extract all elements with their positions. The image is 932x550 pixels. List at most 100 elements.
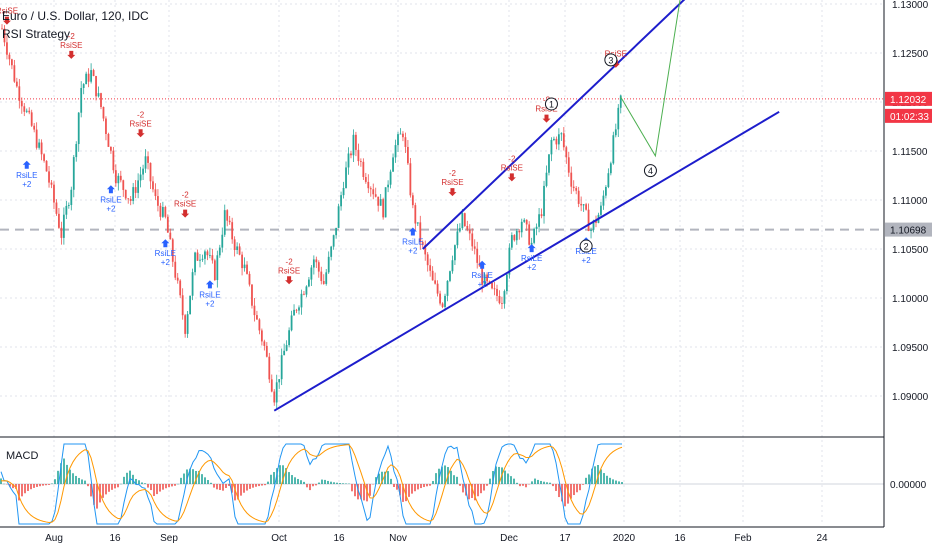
macd-histogram-bar — [588, 474, 590, 484]
macd-histogram-bar — [174, 484, 176, 486]
macd-histogram-bar — [297, 478, 299, 484]
candle-body — [233, 239, 236, 250]
candle-body — [263, 341, 266, 346]
macd-histogram-bar — [426, 484, 428, 487]
candle-body — [305, 286, 308, 295]
candle-body — [100, 93, 102, 107]
macd-histogram-bar — [54, 479, 56, 484]
macd-histogram-bar — [474, 484, 476, 501]
candle-body — [419, 222, 422, 243]
candle-body — [585, 204, 587, 210]
macd-histogram-bar — [510, 476, 512, 484]
x-tick-label: Feb — [734, 533, 752, 544]
signal-count: -2 — [449, 169, 457, 178]
x-tick-label: 2020 — [613, 533, 636, 544]
candle-body — [577, 190, 580, 204]
macd-label: MACD — [6, 450, 39, 462]
candle-body — [543, 185, 545, 217]
macd-histogram-bar — [531, 481, 533, 484]
candle-body — [382, 199, 385, 218]
x-tick-label: 17 — [559, 533, 571, 544]
candle-body — [161, 207, 164, 217]
candle-body — [327, 256, 330, 273]
macd-histogram-bar — [69, 469, 71, 484]
candle-body — [411, 195, 414, 206]
macd-histogram-bar — [264, 484, 266, 486]
candle-body — [486, 274, 488, 282]
candle-body — [134, 187, 137, 193]
macd-histogram-bar — [393, 484, 395, 488]
candle-body — [362, 161, 365, 178]
candle-body — [290, 315, 293, 331]
candle-body — [186, 314, 189, 334]
macd-histogram-bar — [231, 484, 233, 493]
candle-body — [407, 146, 409, 164]
candle-body — [236, 246, 239, 250]
candle-body — [265, 345, 268, 357]
macd-histogram-bar — [525, 484, 527, 488]
signal-label: RsiSE — [278, 266, 300, 275]
macd-histogram-bar — [279, 465, 281, 484]
candle-body — [605, 187, 607, 196]
candle-body — [124, 189, 127, 199]
candle-body — [325, 272, 328, 284]
candle-body — [58, 213, 60, 228]
macd-histogram-bar — [150, 484, 152, 491]
candle-body — [496, 288, 498, 296]
macd-histogram-bar — [603, 473, 605, 484]
macd-histogram-bar — [399, 484, 401, 496]
short-arrow-icon — [181, 209, 190, 218]
candle-body — [142, 168, 144, 175]
long-arrow-icon — [205, 280, 214, 289]
candle-body — [11, 59, 13, 66]
macd-histogram-bar — [354, 484, 356, 497]
y-tick-label: 1.10000 — [892, 294, 929, 305]
macd-histogram-bar — [210, 482, 212, 484]
macd-histogram-bar — [429, 484, 431, 486]
macd-histogram-bar — [93, 484, 95, 505]
candle-body — [431, 270, 434, 281]
macd-histogram-bar — [300, 480, 302, 484]
macd-histogram-bar — [555, 484, 557, 491]
candle-body — [258, 319, 261, 331]
candle-body — [523, 219, 526, 222]
macd-histogram-bar — [366, 484, 368, 502]
short-arrow-icon — [542, 114, 551, 123]
candle-body — [421, 242, 424, 245]
macd-histogram-bar — [489, 478, 491, 484]
macd-histogram-bar — [294, 477, 296, 484]
macd-histogram-bar — [558, 484, 560, 498]
candle-body — [33, 125, 36, 130]
candle-body — [241, 254, 243, 269]
macd-histogram-bar — [159, 484, 161, 492]
candle-body — [191, 272, 194, 296]
macd-histogram-bar — [408, 484, 410, 497]
macd-histogram-bar — [75, 475, 77, 484]
macd-histogram-bar — [486, 484, 488, 486]
macd-histogram-bar — [321, 479, 323, 484]
signal-count: +2 — [161, 258, 171, 267]
candle-body — [491, 282, 493, 289]
candle-body — [476, 248, 479, 263]
candle-body — [213, 260, 216, 280]
macd-histogram-bar — [495, 466, 497, 484]
candle-body — [283, 350, 286, 356]
macd-histogram-bar — [198, 470, 200, 484]
short-arrow-icon — [67, 50, 76, 59]
macd-histogram-bar — [144, 483, 146, 484]
macd-histogram-bar — [498, 466, 500, 484]
macd-histogram-bar — [147, 484, 149, 488]
candle-body — [587, 209, 590, 231]
candle-body — [127, 198, 130, 200]
dashed-level-tag: 1.10698 — [890, 226, 927, 237]
candle-body — [246, 264, 248, 274]
macd-histogram-bar — [306, 484, 308, 488]
candle-body — [342, 187, 345, 196]
signal-label: RsiSE — [535, 105, 557, 114]
candle-body — [562, 133, 565, 148]
candle-body — [238, 246, 241, 255]
macd-histogram-bar — [15, 484, 17, 489]
macd-histogram-bar — [207, 480, 209, 484]
candle-body — [461, 213, 464, 229]
candle-body — [607, 173, 610, 188]
